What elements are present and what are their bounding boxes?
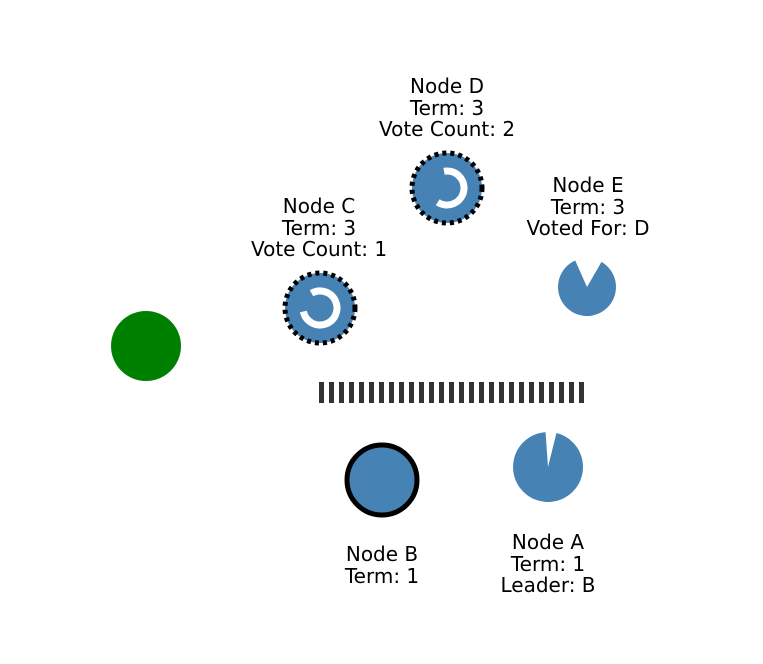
node-e-term: Term: 3: [550, 194, 626, 219]
node-c-election-timer-icon: [299, 287, 341, 329]
partition-dash: [519, 382, 524, 403]
node-b-circle[interactable]: [344, 442, 420, 518]
partition-dash: [459, 382, 464, 403]
node-d-circle[interactable]: [409, 150, 485, 226]
partition-dash: [579, 382, 584, 403]
partition-dash: [379, 382, 384, 403]
partition-dash: [549, 382, 554, 403]
node-d-name: Node D: [410, 74, 484, 98]
partition-dash: [399, 382, 404, 403]
node-a-label: Node A Term: 1 Leader: B: [500, 530, 596, 597]
partition-dash: [469, 382, 474, 403]
partition-dash: [359, 382, 364, 403]
partition-dash: [349, 382, 354, 403]
partition-dash: [409, 382, 414, 403]
partition-dash: [529, 382, 534, 403]
node-a-timeout-arc[interactable]: [513, 432, 584, 503]
node-a-role: Leader: B: [500, 573, 596, 597]
node-a-name: Node A: [511, 530, 585, 554]
partition-dash: [449, 382, 454, 403]
partition-dash: [389, 382, 394, 403]
partition-dash: [319, 382, 324, 403]
node-b-term: Term: 1: [344, 563, 420, 588]
node-d-role: Vote Count: 2: [378, 117, 516, 141]
node-b[interactable]: [344, 442, 420, 518]
partition-dash: [489, 382, 494, 403]
node-d-label: Node D Term: 3 Vote Count: 2: [378, 74, 516, 141]
partition-dash: [479, 382, 484, 403]
partition-dash: [419, 382, 424, 403]
client-node[interactable]: [111, 311, 181, 381]
partition-dash: [569, 382, 574, 403]
node-b-label: Node B Term: 1: [344, 542, 420, 588]
partition-dash: [339, 382, 344, 403]
node-c-circle[interactable]: [282, 270, 358, 346]
node-a-term: Term: 1: [510, 551, 586, 576]
partition-dash: [539, 382, 544, 403]
node-e-timeout-arc[interactable]: [557, 260, 616, 317]
partition-dash: [429, 382, 434, 403]
partition-dash: [499, 382, 504, 403]
node-e-name: Node E: [552, 173, 624, 197]
node-c-label: Node C Term: 3 Vote Count: 1: [250, 194, 388, 261]
node-e[interactable]: [557, 260, 616, 317]
node-b-name: Node B: [345, 542, 419, 566]
partition-dash: [369, 382, 374, 403]
node-c[interactable]: [282, 270, 358, 346]
node-e-role: Voted For: D: [526, 216, 650, 240]
network-partition: [319, 382, 584, 403]
node-c-role: Vote Count: 1: [250, 237, 388, 261]
node-a[interactable]: [513, 432, 584, 503]
node-e-label: Node E Term: 3 Voted For: D: [526, 173, 650, 240]
node-c-term: Term: 3: [281, 215, 357, 240]
node-d[interactable]: [409, 150, 485, 226]
node-d-term: Term: 3: [409, 95, 485, 120]
partition-dash: [559, 382, 564, 403]
partition-dash: [439, 382, 444, 403]
node-d-election-timer-icon: [435, 167, 468, 209]
partition-dash: [329, 382, 334, 403]
partition-dash: [509, 382, 514, 403]
node-c-name: Node C: [282, 194, 356, 218]
